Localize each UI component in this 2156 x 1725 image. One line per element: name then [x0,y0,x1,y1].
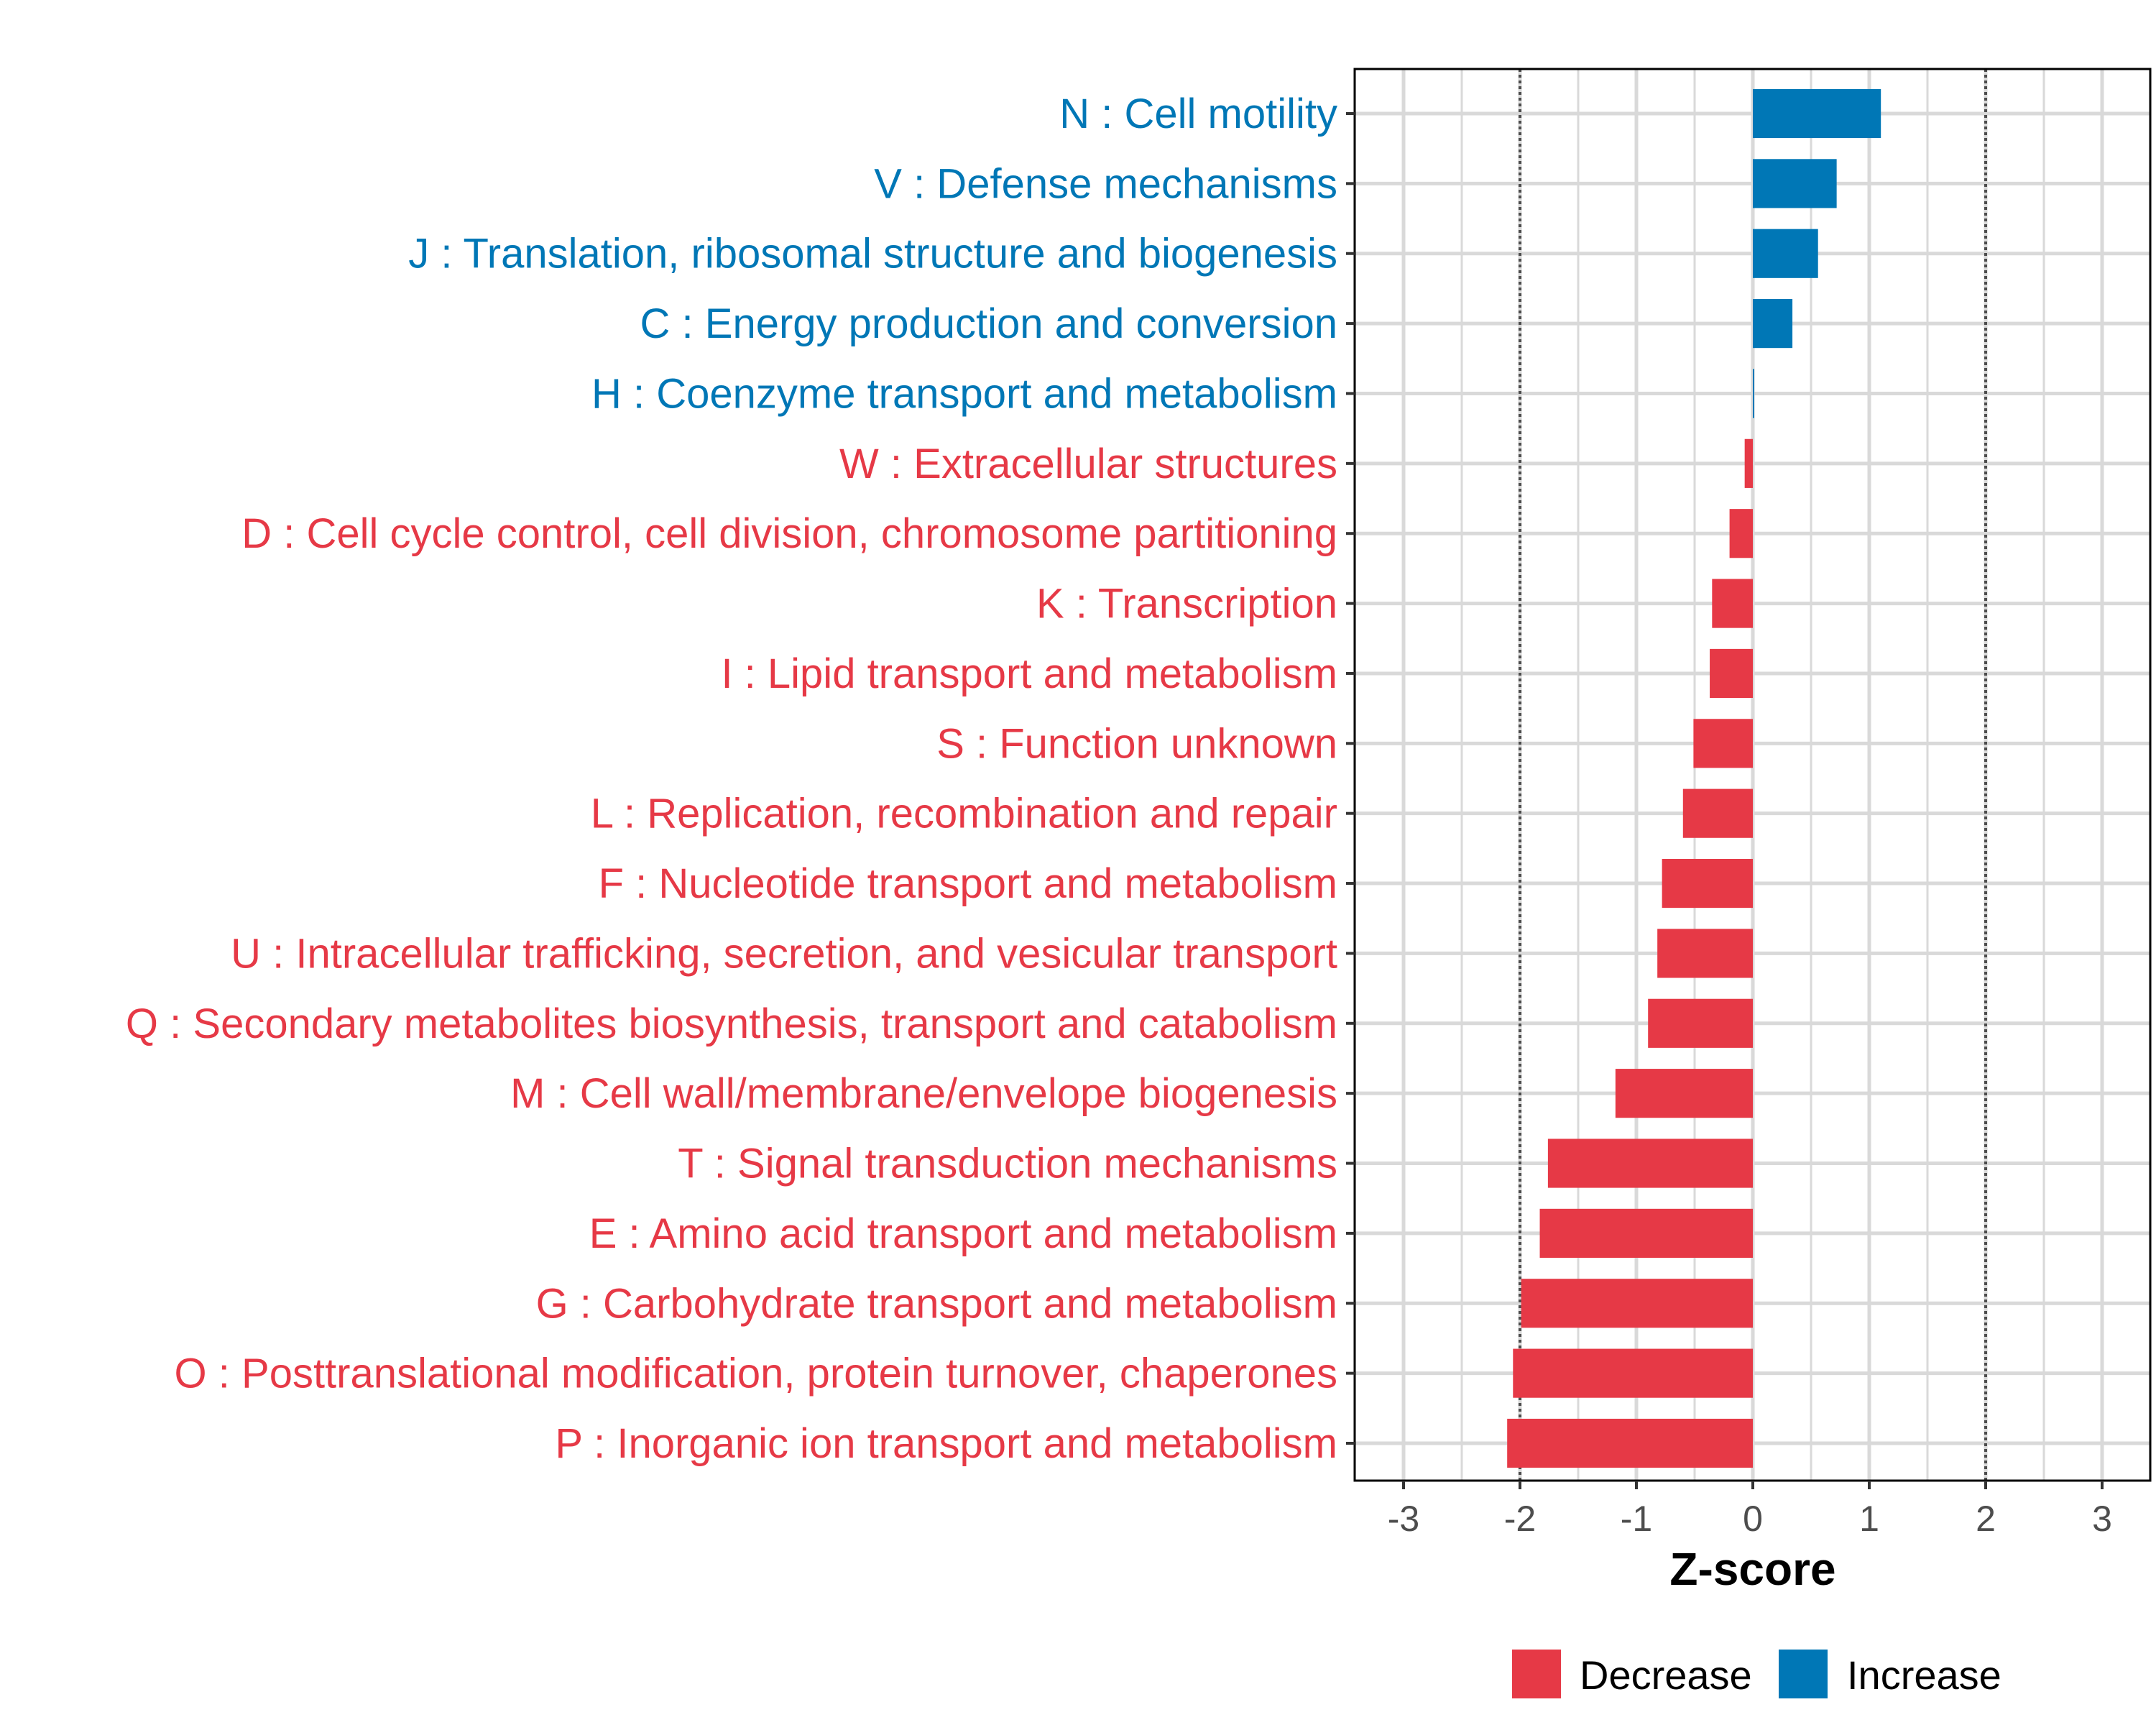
y-tick-label: J : Translation, ribosomal structure and… [408,231,1337,277]
legend: Decrease Increase [1512,1650,2001,1698]
bar-decrease [1521,1279,1753,1328]
y-tick-label: K : Transcription [1036,581,1337,627]
legend-swatch-decrease [1512,1650,1561,1698]
bar-decrease [1710,648,1753,699]
x-tick-label: -3 [1388,1499,1419,1539]
x-tick-label: 2 [1976,1499,1996,1539]
y-tick-label: V : Defense mechanisms [874,160,1337,207]
x-tick-label: -1 [1621,1499,1652,1539]
bar-decrease [1693,719,1753,768]
y-tick-label: I : Lipid transport and metabolism [721,650,1337,697]
bar-increase [1753,159,1837,208]
y-tick-label: Q : Secondary metabolites biosynthesis, … [126,1000,1337,1047]
bar-decrease [1547,1138,1753,1188]
x-tick-label: 1 [1859,1499,1879,1539]
bar-decrease [1648,998,1753,1048]
y-tick-label: L : Replication, recombination and repai… [591,791,1337,837]
y-tick-label: T : Signal transduction mechanisms [678,1141,1337,1187]
y-axis-labels: N : Cell motility V : Defense mechanisms J… [126,91,1337,1467]
bar-decrease [1507,1418,1753,1468]
x-tick-label: 3 [2092,1499,2112,1539]
y-tick-label: G : Carbohydrate transport and metabolis… [536,1280,1337,1327]
bar-decrease [1744,438,1753,488]
bar-decrease [1513,1348,1753,1398]
y-tick-label: M : Cell wall/membrane/envelope biogenes… [510,1070,1337,1117]
y-tick-label: P : Inorganic ion transport and metaboli… [555,1420,1337,1467]
bar-decrease [1615,1069,1753,1118]
y-tick-label: H : Coenzyme transport and metabolism [591,370,1337,417]
x-tick-label: 0 [1743,1499,1763,1539]
legend-swatch-increase [1779,1650,1828,1698]
bar-decrease [1539,1208,1753,1258]
x-axis-title: Z-score [1669,1543,1835,1595]
bar-increase [1753,369,1754,418]
x-axis-ticks: -3 -2 -1 0 1 2 3 [1388,1481,2112,1539]
bar-decrease [1712,579,1753,628]
y-tick-label: O : Posttranslational modification, prot… [175,1351,1337,1397]
y-tick-label: C : Energy production and conversion [640,300,1337,347]
bar-decrease [1662,858,1753,908]
legend-label-decrease: Decrease [1580,1652,1752,1698]
grid-lines [1355,69,2150,1481]
y-tick-label: S : Function unknown [936,720,1337,767]
legend-label-increase: Increase [1847,1652,2001,1698]
y-tick-label: F : Nucleotide transport and metabolism [599,860,1337,907]
bar-decrease [1729,509,1753,558]
y-tick-label: N : Cell motility [1059,91,1337,137]
y-tick-label: U : Intracellular trafficking, secretion… [231,930,1337,977]
bar-increase [1753,299,1793,349]
y-axis-ticks [1346,112,1355,1445]
bar-increase [1753,88,1881,139]
bar-increase [1753,229,1818,278]
bars [1507,88,1881,1468]
y-tick-label: W : Extracellular structures [839,441,1337,487]
y-tick-label: E : Amino acid transport and metabolism [589,1210,1337,1257]
x-tick-label: -2 [1504,1499,1536,1539]
bar-decrease [1682,788,1753,838]
y-tick-label: D : Cell cycle control, cell division, c… [241,510,1337,557]
bar-decrease [1657,929,1753,978]
